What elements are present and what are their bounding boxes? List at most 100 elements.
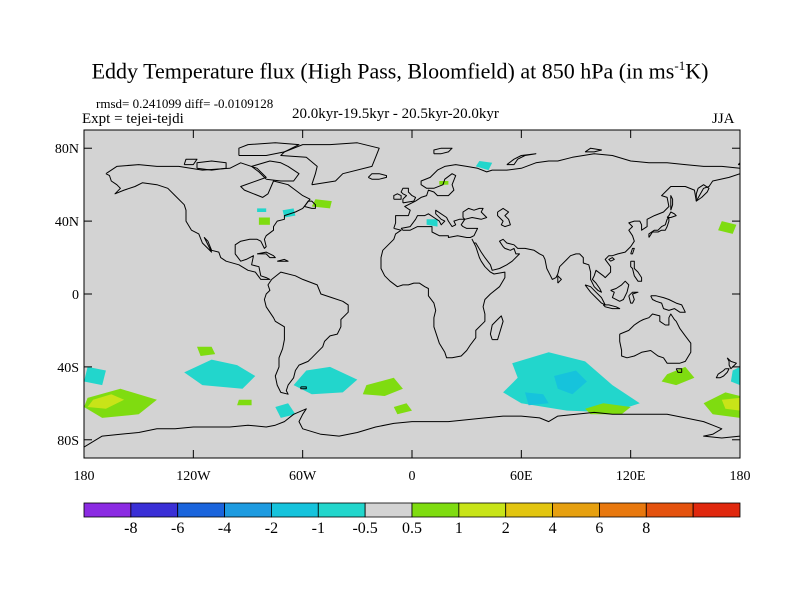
anomaly-patch <box>184 359 256 389</box>
anomaly-layer <box>84 161 740 418</box>
colorbar-label: -6 <box>171 520 185 537</box>
colorbar-label: 4 <box>548 520 557 537</box>
plot-title: Eddy Temperature flux (High Pass, Bloomf… <box>0 58 800 84</box>
colorbar-label: -4 <box>217 520 232 537</box>
colorbar-swatch <box>130 502 179 518</box>
coastline-victoria-island <box>196 160 227 171</box>
coastline-uk <box>400 187 417 204</box>
coastline-madagascar <box>489 315 504 341</box>
coastline-black-sea <box>462 207 488 220</box>
anomaly-patch <box>730 366 740 386</box>
coastline-hainan <box>608 257 615 262</box>
coastline-caspian <box>497 207 511 228</box>
title-tail: K) <box>685 58 709 84</box>
coastline-new-guinea <box>650 295 686 313</box>
colorbar-label: -1 <box>311 520 325 537</box>
coastline-borneo <box>610 280 630 302</box>
coastline-falklands <box>300 386 307 390</box>
colorbar-swatch <box>458 502 507 518</box>
coastline-cuba <box>257 251 276 259</box>
colorbar-label: 1 <box>454 520 463 537</box>
title-main: Eddy Temperature flux (High Pass, Bloomf… <box>91 58 675 84</box>
anomaly-patch <box>258 217 270 225</box>
coastline-iceland <box>367 173 387 180</box>
colorbar-swatch <box>645 502 694 518</box>
anomaly-patch <box>721 397 740 411</box>
anomaly-patch <box>84 366 106 386</box>
colorbar <box>83 502 741 518</box>
x-tick-label: 180 <box>74 469 95 484</box>
coastline-svalbard <box>433 147 453 155</box>
coastline-new-zealand-s <box>715 368 730 379</box>
coastline-taiwan <box>630 247 635 255</box>
anomaly-patch <box>554 370 587 395</box>
anomaly-patch <box>84 388 157 418</box>
coastline-java <box>602 304 621 310</box>
colorbar-label: 6 <box>595 520 604 537</box>
coastline-layer <box>84 142 740 448</box>
colorbar-swatch <box>505 502 553 518</box>
anomaly-patch <box>87 394 125 409</box>
x-tick-label: 120E <box>616 469 646 484</box>
colorbar-swatch <box>552 502 600 518</box>
colorbar-swatch <box>411 502 460 518</box>
y-tick-label: 80S <box>57 434 79 449</box>
colorbar-label: 2 <box>501 520 510 537</box>
anomaly-patch <box>275 403 296 418</box>
coastline-hokkaido <box>666 211 677 218</box>
coastline-australia <box>619 313 692 364</box>
coastline-wrangel <box>737 162 740 166</box>
colorbar-label: -8 <box>124 520 138 537</box>
coastline-hispaniola <box>277 258 289 262</box>
y-tick-label: 80N <box>55 142 79 157</box>
coastline-south-america <box>263 271 349 395</box>
colorbar-swatch <box>317 502 366 518</box>
anomaly-patch <box>718 221 737 234</box>
coastline-greenland <box>280 142 380 186</box>
colorbar-label: 0.5 <box>402 520 422 537</box>
coastline-antarctica <box>84 408 740 448</box>
anomaly-patch <box>475 161 493 171</box>
coastline-eurasia-africa <box>380 153 740 359</box>
colorbar-label: -0.5 <box>352 520 378 537</box>
coastline-ellesmere <box>238 142 300 156</box>
colorbar-label: -2 <box>264 520 279 537</box>
coastline-ireland <box>393 193 402 200</box>
anomaly-patch <box>661 366 695 386</box>
period-label: 20.0kyr-19.5kyr - 20.5kyr-20.0kyr <box>292 106 499 122</box>
x-tick-label: 60W <box>289 469 317 484</box>
y-tick-label: 40S <box>57 361 79 376</box>
coastline-tasmania <box>675 368 683 373</box>
anomaly-patch <box>393 403 412 415</box>
axis-layer: 80N 40N 0 40S 80S 180 120W 60W 0 60E 120E 180 <box>55 130 751 484</box>
coastline-sri-lanka <box>557 275 562 284</box>
coastline-sulawesi <box>628 291 639 304</box>
anomaly-patch <box>311 199 332 209</box>
coastline-north-america <box>105 162 311 280</box>
colorbar-swatch <box>364 502 413 518</box>
coastline-banks-island <box>183 158 198 166</box>
coastline-philippines <box>630 260 643 282</box>
y-tick-label: 0 <box>72 288 79 303</box>
colorbar-swatch <box>692 502 741 518</box>
anomaly-patch <box>237 399 252 406</box>
anomaly-patch <box>257 208 267 212</box>
x-tick-label: 120W <box>176 469 211 484</box>
anomaly-patch <box>293 366 358 395</box>
colorbar-swatch <box>177 502 225 518</box>
colorbar-swatch <box>271 502 319 518</box>
anomaly-patch <box>197 346 216 356</box>
anomaly-patch <box>703 392 740 418</box>
x-tick-label: 60E <box>510 469 533 484</box>
coastline-baffin <box>251 160 300 182</box>
coastline-kamchatka <box>695 184 710 202</box>
experiment-label: Expt = tejei-tejdi <box>82 111 184 127</box>
colorbar-swatch <box>599 502 647 518</box>
anomaly-patch <box>362 377 403 396</box>
rmsd-diff-label: rmsd= 0.241099 diff= -0.0109128 <box>96 96 274 111</box>
coastline-severnaya-zemlya <box>584 147 602 153</box>
anomaly-patch <box>525 392 549 406</box>
anomaly-patch <box>585 403 631 415</box>
title-superscript: -1 <box>674 58 686 73</box>
